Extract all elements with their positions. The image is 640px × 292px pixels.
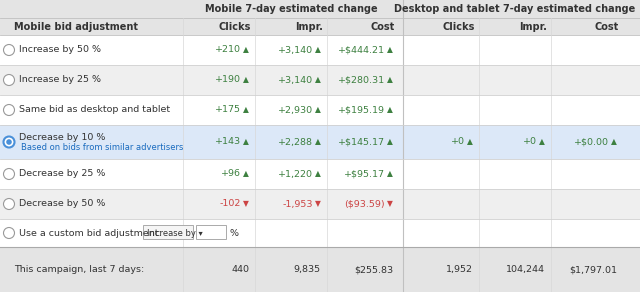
Text: +175: +175 [215, 105, 241, 114]
Text: +143: +143 [215, 138, 241, 147]
Text: ▼: ▼ [315, 199, 321, 208]
Text: ▲: ▲ [243, 169, 249, 178]
Text: Use a custom bid adjustment:: Use a custom bid adjustment: [19, 229, 162, 237]
Text: +$195.19: +$195.19 [338, 105, 385, 114]
Bar [0, 219, 640, 247]
Text: +$145.17: +$145.17 [338, 138, 385, 147]
Bar [0, 125, 640, 159]
Text: $1,797.01: $1,797.01 [569, 265, 617, 274]
Bar [0, 95, 640, 125]
Text: Decrease by 50 %: Decrease by 50 % [19, 199, 106, 208]
Text: Clicks: Clicks [443, 22, 475, 32]
Text: ▲: ▲ [243, 46, 249, 55]
Circle shape [3, 44, 15, 55]
Bar [0, 159, 640, 189]
Circle shape [3, 105, 15, 116]
Text: +210: +210 [215, 46, 241, 55]
Text: ▲: ▲ [387, 169, 393, 178]
Text: Increase by 25 %: Increase by 25 % [19, 76, 101, 84]
Text: +$95.17: +$95.17 [344, 169, 385, 178]
Text: 1,952: 1,952 [446, 265, 473, 274]
Text: 104,244: 104,244 [506, 265, 545, 274]
Bar [0, 189, 640, 219]
Text: ▲: ▲ [243, 138, 249, 147]
Text: +2,930: +2,930 [278, 105, 313, 114]
Text: ▼: ▼ [243, 199, 249, 208]
Text: $255.83: $255.83 [354, 265, 393, 274]
Text: Desktop and tablet 7-day estimated change: Desktop and tablet 7-day estimated chang… [394, 4, 636, 14]
Text: +$444.21: +$444.21 [338, 46, 385, 55]
Text: Impr.: Impr. [295, 22, 323, 32]
Text: Decrease by 10 %: Decrease by 10 % [19, 133, 106, 142]
Text: ▲: ▲ [243, 76, 249, 84]
Text: ▲: ▲ [387, 46, 393, 55]
Text: -1,953: -1,953 [282, 199, 313, 208]
Text: 9,835: 9,835 [294, 265, 321, 274]
Text: +2,288: +2,288 [278, 138, 313, 147]
Text: ▲: ▲ [611, 138, 617, 147]
Circle shape [3, 199, 15, 209]
Text: ▲: ▲ [387, 138, 393, 147]
Bar [143, 225, 193, 239]
Bar [0, 247, 640, 292]
Text: ▲: ▲ [243, 105, 249, 114]
Text: +0: +0 [523, 138, 537, 147]
Text: Decrease by 25 %: Decrease by 25 % [19, 169, 106, 178]
Circle shape [3, 136, 15, 147]
Text: ▲: ▲ [315, 105, 321, 114]
Circle shape [6, 139, 12, 145]
Text: +190: +190 [215, 76, 241, 84]
Text: +0: +0 [451, 138, 465, 147]
Text: Impr.: Impr. [519, 22, 547, 32]
Text: 440: 440 [231, 265, 249, 274]
Text: +$280.31: +$280.31 [338, 76, 385, 84]
Text: Same bid as desktop and tablet: Same bid as desktop and tablet [19, 105, 170, 114]
Text: ▼: ▼ [387, 199, 393, 208]
Bar [0, 18, 640, 35]
Text: +3,140: +3,140 [278, 76, 313, 84]
Bar [0, 65, 640, 95]
Text: Based on bids from similar advertisers: Based on bids from similar advertisers [21, 142, 184, 152]
Text: ▲: ▲ [387, 76, 393, 84]
Text: Mobile bid adjustment: Mobile bid adjustment [14, 22, 138, 32]
Text: +96: +96 [221, 169, 241, 178]
Text: Cost: Cost [371, 22, 395, 32]
Circle shape [3, 227, 15, 239]
Text: Cost: Cost [595, 22, 619, 32]
Text: %: % [229, 229, 238, 237]
Text: +3,140: +3,140 [278, 46, 313, 55]
Text: This campaign, last 7 days:: This campaign, last 7 days: [14, 265, 144, 274]
Bar [0, 0, 640, 18]
Bar [0, 35, 640, 65]
Text: Clicks: Clicks [219, 22, 251, 32]
Text: Increase by 50 %: Increase by 50 % [19, 46, 101, 55]
Text: ▲: ▲ [315, 169, 321, 178]
Text: ▲: ▲ [539, 138, 545, 147]
Text: ▲: ▲ [387, 105, 393, 114]
Text: -102: -102 [220, 199, 241, 208]
Circle shape [3, 168, 15, 180]
Text: +$0.00: +$0.00 [574, 138, 609, 147]
Text: ▲: ▲ [315, 46, 321, 55]
Text: +1,220: +1,220 [278, 169, 313, 178]
Bar [196, 225, 226, 239]
Text: Mobile 7-day estimated change: Mobile 7-day estimated change [205, 4, 378, 14]
Text: ($93.59): ($93.59) [344, 199, 385, 208]
Text: ▲: ▲ [315, 76, 321, 84]
Text: ▲: ▲ [467, 138, 473, 147]
Text: ▲: ▲ [315, 138, 321, 147]
Circle shape [3, 74, 15, 86]
Text: Increase by ▾: Increase by ▾ [147, 229, 203, 237]
